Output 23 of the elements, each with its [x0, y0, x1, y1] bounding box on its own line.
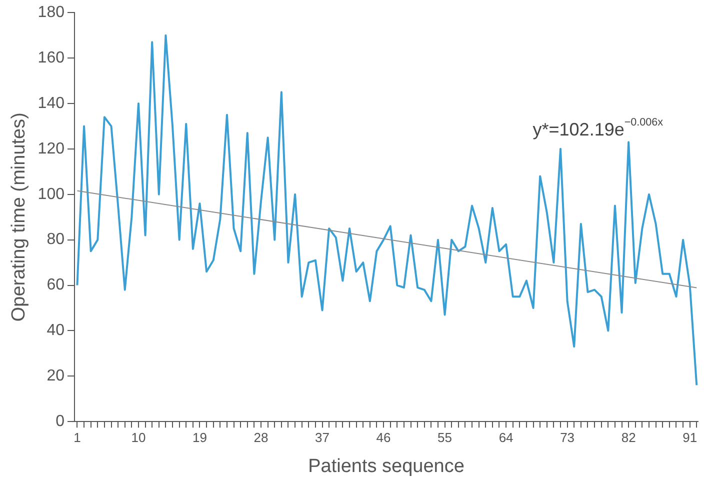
y-tick-label: 60 — [46, 276, 65, 294]
x-tick-label: 82 — [621, 430, 636, 445]
y-tick-label: 160 — [38, 49, 65, 66]
y-tick-label: 140 — [38, 94, 65, 112]
x-tick-label: 55 — [438, 430, 452, 445]
x-tick-label: 37 — [315, 430, 330, 445]
x-axis-title: Patients sequence — [308, 456, 464, 477]
y-tick-label: 40 — [46, 322, 65, 340]
x-tick-label: 10 — [131, 430, 146, 445]
y-tick-label: 80 — [46, 231, 65, 248]
y-tick-label: 100 — [38, 186, 65, 203]
x-tick-label: 91 — [682, 430, 698, 445]
x-tick-label: 73 — [560, 430, 575, 445]
x-tick-label: 1 — [74, 430, 81, 445]
y-tick-label: 20 — [46, 368, 65, 385]
x-tick-label: 28 — [254, 430, 268, 445]
y-tick-label: 0 — [56, 413, 65, 430]
x-tick-label: 64 — [498, 430, 514, 445]
y-axis-title: Operating time (minutes) — [8, 112, 30, 322]
x-tick-label: 46 — [376, 430, 391, 445]
y-tick-label: 180 — [38, 4, 65, 22]
y-tick-label: 120 — [38, 140, 65, 158]
x-tick-label: 19 — [192, 430, 207, 445]
